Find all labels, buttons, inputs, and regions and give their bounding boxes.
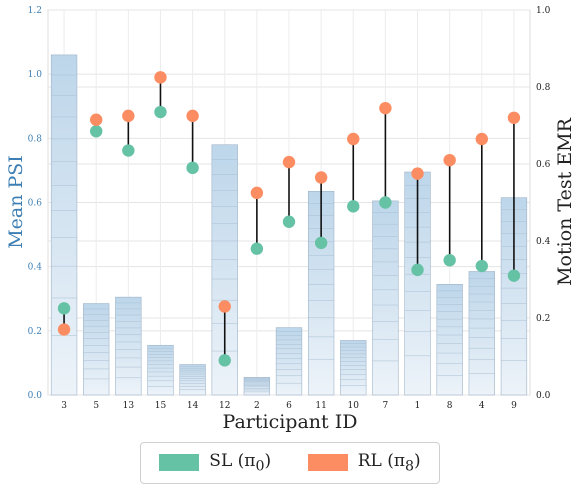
marker-sl [218, 354, 231, 367]
right-tick-label: 0.8 [536, 83, 551, 93]
x-tick-label: 11 [315, 401, 326, 411]
bars [50, 54, 528, 396]
marker-rl [57, 323, 71, 336]
tick-labels: 0.0 0.2 0.4 0.6 0.8 1.0 1.2 0.0 0.2 0.4 0.6 0.8 1.0 3… [28, 6, 551, 411]
x-tick-label: 6 [286, 401, 292, 411]
marker-sl [314, 236, 328, 250]
left-tick-label: 0.4 [28, 263, 43, 273]
legend-label-rl: RL (π8) [357, 451, 421, 475]
marker-rl [250, 186, 264, 200]
bar [83, 303, 110, 396]
left-tick-label: 1.0 [28, 70, 43, 80]
left-axis-title: Mean PSI [5, 155, 27, 249]
marker-sl [282, 215, 296, 228]
legend-swatch-rl [307, 454, 348, 472]
x-tick-label: 12 [219, 401, 230, 411]
legend-item-sl: SL (π0) [159, 451, 272, 475]
right-axis-title: Motion Test EMR [554, 117, 576, 286]
marker-rl [347, 132, 360, 146]
marker-sl [507, 269, 521, 282]
bar [275, 327, 303, 396]
marker-rl [186, 109, 199, 123]
x-tick-label: 5 [93, 401, 99, 411]
marker-sl [154, 105, 167, 119]
right-tick-label: 0.2 [536, 314, 550, 324]
x-tick-label: 14 [187, 401, 199, 411]
x-tick-label: 13 [123, 401, 135, 411]
right-tick-label: 0.4 [536, 237, 551, 247]
left-tick-label: 0.2 [28, 327, 42, 337]
marker-sl [122, 144, 135, 157]
right-tick-label: 0.6 [536, 160, 551, 170]
legend-swatch-sl [159, 454, 200, 472]
marker-sl [379, 196, 392, 209]
x-tick-label: 3 [61, 401, 67, 411]
chart: 0.0 0.2 0.4 0.6 0.8 1.0 1.2 0.0 0.2 0.4 0.6 0.8 1.0 3… [5, 6, 576, 433]
marker-rl [218, 300, 231, 313]
marker-sl [186, 161, 199, 175]
x-tick-label: 10 [348, 401, 360, 411]
x-tick-label: 1 [415, 401, 421, 411]
marker-sl [443, 254, 456, 267]
x-axis-title: Participant ID [223, 411, 358, 433]
marker-rl [443, 153, 456, 167]
x-tick-label: 8 [447, 401, 453, 411]
marker-sl [475, 259, 488, 273]
marker-rl [411, 167, 424, 180]
bar [436, 284, 463, 396]
marker-sl [90, 125, 103, 138]
marker-sl [347, 200, 360, 213]
left-tick-label: 0.0 [28, 391, 43, 401]
legend-item-rl: RL (π8) [307, 451, 421, 475]
bar [372, 200, 399, 396]
marker-sl [57, 302, 71, 315]
bar [243, 377, 271, 396]
left-tick-label: 0.6 [28, 199, 43, 209]
bar [115, 296, 142, 396]
bar [468, 271, 495, 396]
marker-rl [379, 101, 392, 115]
marker-rl [282, 155, 296, 169]
x-tick-label: 9 [511, 401, 517, 411]
marker-rl [475, 132, 488, 146]
marker-rl [507, 111, 521, 125]
legend-label-sl: SL (π0) [209, 451, 272, 475]
bar [147, 344, 174, 396]
marker-rl [90, 113, 103, 126]
bar [50, 54, 78, 396]
bar [179, 364, 206, 396]
right-tick-label: 1.0 [536, 6, 551, 16]
x-tick-label: 4 [479, 401, 485, 411]
x-tick-label: 7 [383, 401, 389, 411]
left-tick-label: 0.8 [28, 134, 43, 144]
right-tick-label: 0.0 [536, 391, 551, 401]
marker-sl [411, 263, 424, 277]
marker-rl [314, 171, 328, 184]
marker-sl [250, 242, 264, 255]
x-tick-label: 15 [155, 401, 167, 411]
legend: SL (π0) RL (π8) [140, 442, 440, 484]
marker-rl [154, 71, 167, 84]
marker-rl [122, 109, 135, 123]
bar [211, 144, 238, 396]
markers [57, 71, 521, 367]
x-tick-label: 2 [254, 401, 260, 411]
left-tick-label: 1.2 [28, 6, 42, 16]
bar [340, 340, 367, 396]
